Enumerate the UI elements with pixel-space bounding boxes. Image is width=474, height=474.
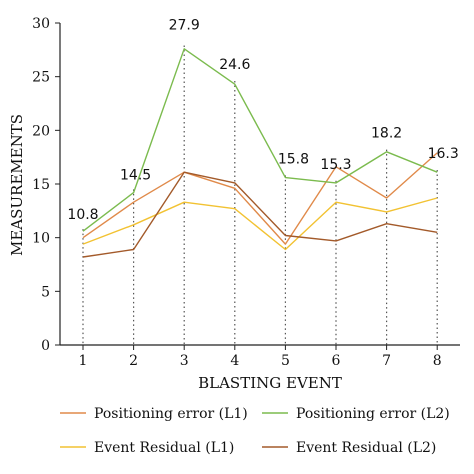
data-label: 18.2: [371, 126, 402, 142]
legend-label: Positioning error (L2): [296, 406, 450, 422]
y-tick-label: 30: [32, 16, 50, 32]
x-tick-label: 2: [129, 353, 138, 369]
x-tick-label: 4: [230, 353, 239, 369]
x-axis-title: BLASTING EVENT: [198, 374, 342, 392]
data-label: 16.3: [428, 146, 459, 162]
legend-item: Event Residual (L1): [60, 440, 234, 456]
y-tick-label: 5: [41, 284, 50, 300]
series-line: [82, 171, 438, 258]
x-tick-label: 5: [281, 353, 290, 369]
y-tick-label: 0: [41, 338, 50, 354]
legend: Positioning error (L1) Positioning error …: [60, 406, 450, 456]
series-line: [82, 48, 438, 232]
data-label: 15.3: [320, 157, 351, 173]
data-label: 14.5: [120, 167, 151, 183]
legend-item: Positioning error (L1): [60, 406, 248, 422]
data-label: 24.6: [219, 57, 250, 73]
ticks-layer: 0 5 10 15 20 25 30 1 2 3 4 5 6 7 8: [32, 16, 441, 369]
legend-item: Event Residual (L2): [262, 440, 436, 456]
data-labels-layer: 10.8 14.5 27.9 24.6 15.8 15.3 18.2 16.3: [67, 18, 458, 224]
y-axis-title: MEASUREMENTS: [8, 114, 26, 256]
x-tick-label: 3: [180, 353, 189, 369]
series-line: [82, 197, 438, 251]
x-tick-label: 1: [79, 353, 88, 369]
legend-label: Event Residual (L1): [94, 440, 234, 456]
x-tick-label: 7: [382, 353, 391, 369]
data-label: 27.9: [169, 18, 200, 34]
y-tick-label: 25: [32, 70, 50, 86]
y-tick-label: 10: [32, 231, 50, 247]
legend-label: Event Residual (L2): [296, 440, 436, 456]
axes-layer: [59, 23, 460, 346]
drop-lines-layer: [82, 45, 438, 345]
data-label: 10.8: [67, 207, 98, 223]
x-tick-label: 6: [332, 353, 341, 369]
legend-label: Positioning error (L1): [94, 406, 248, 422]
y-tick-label: 20: [32, 123, 50, 139]
y-tick-label: 15: [32, 177, 50, 193]
legend-item: Positioning error (L2): [262, 406, 450, 422]
data-label: 15.8: [278, 151, 309, 167]
series-layer: [82, 48, 438, 258]
series-line: [82, 152, 438, 245]
x-tick-label: 8: [433, 353, 442, 369]
